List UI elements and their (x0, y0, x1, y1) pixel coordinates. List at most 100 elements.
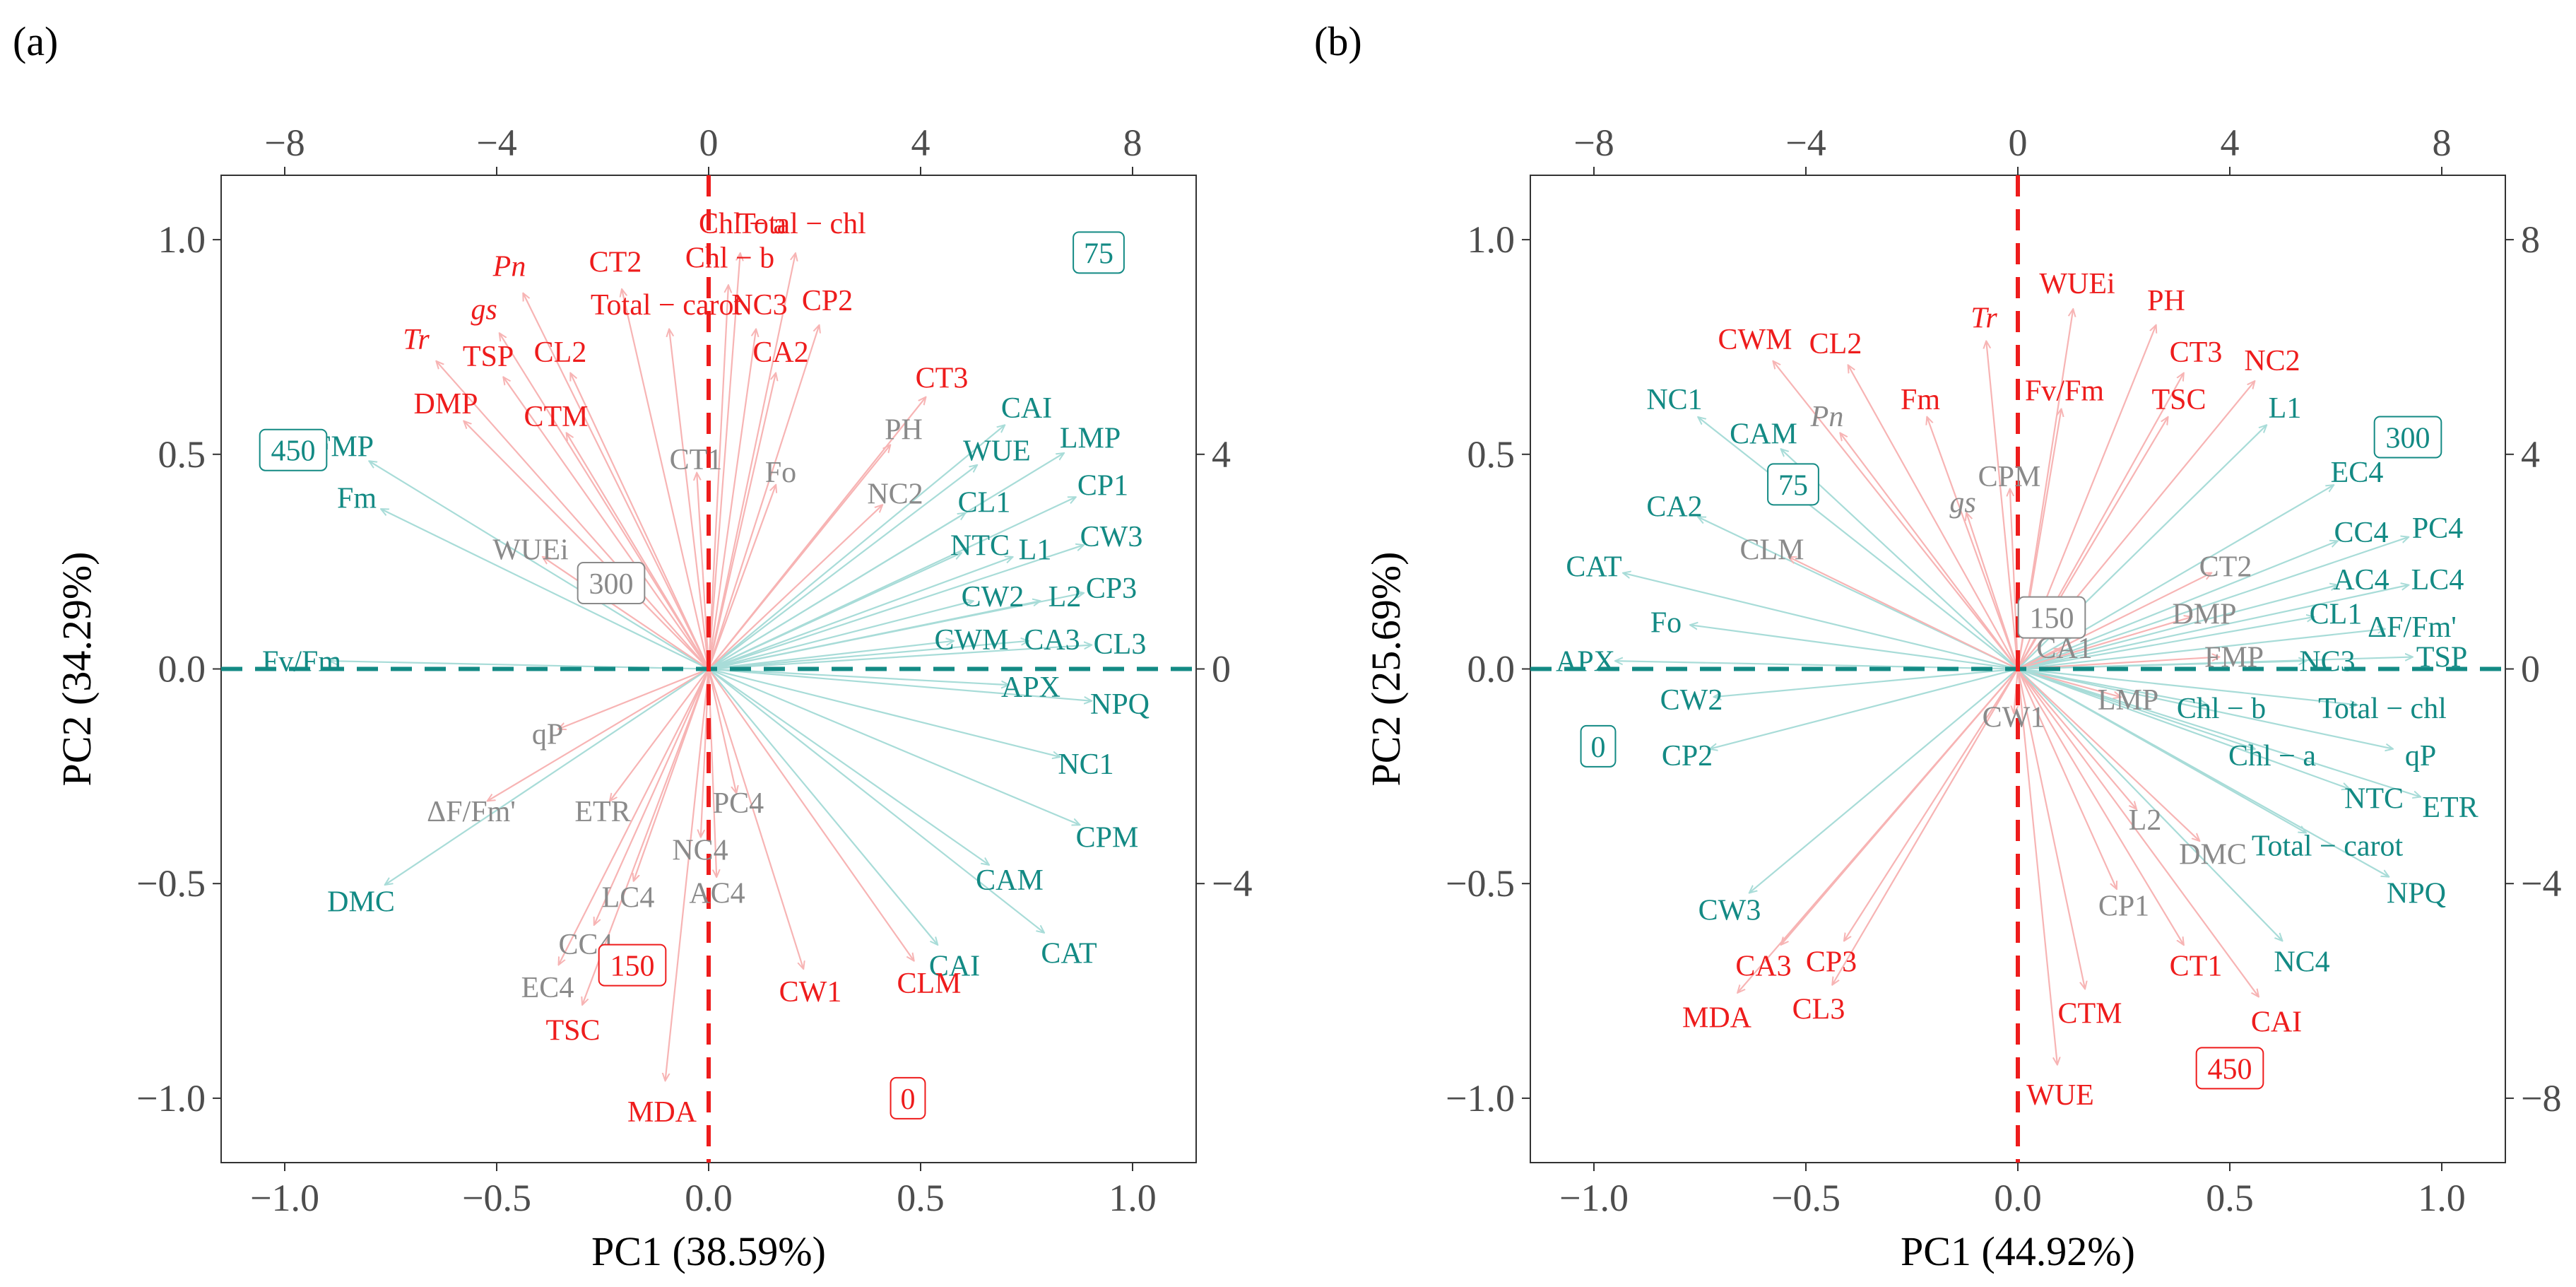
variable-label-clm: CLM (1739, 534, 1804, 566)
loading-arrow-cl1 (708, 513, 965, 670)
loading-arrow-ntc (2017, 668, 2349, 789)
loading-arrow-cai (708, 425, 1005, 670)
variable-label-lc4: LC4 (602, 881, 655, 914)
loading-arrow-cpm (2010, 489, 2019, 669)
variable-label-ct1: CT1 (670, 444, 723, 476)
loading-arrow-fm (382, 510, 709, 670)
variable-label-dmp: DMP (413, 388, 478, 421)
variable-label-ct3: CT3 (916, 362, 969, 394)
loading-arrow-cai (2017, 668, 2258, 997)
loading-arrow-etr (2017, 668, 2420, 797)
loading-arrow-f-fm (2017, 629, 2385, 670)
loading-arrow-gs (500, 334, 709, 670)
variable-label-apx: APX (1001, 671, 1060, 704)
variable-label-nc1: NC1 (1058, 748, 1113, 781)
y-axis-title: PC2 (34.29%) (54, 552, 100, 787)
x-tick-label: −0.5 (462, 1177, 531, 1219)
variable-label-tsp: TSP (463, 341, 514, 373)
loading-arrow-cp3 (1844, 668, 2019, 941)
top-tick-label: 0 (699, 122, 719, 164)
variable-label-fo: Fo (1650, 607, 1682, 640)
variable-label-wuei: WUEi (492, 534, 568, 566)
variable-label-nc2: NC2 (867, 478, 923, 510)
group-label-150: 150 (2030, 603, 2074, 635)
loading-arrow-cl2 (571, 373, 709, 669)
group-box-75 (1767, 463, 1819, 506)
loading-arrow-dmc (385, 668, 709, 885)
y-tick-label: 0.5 (158, 433, 206, 476)
variable-label-chl-b: Chl − b (685, 242, 774, 274)
y-tick-label: 0.0 (158, 648, 206, 690)
variable-label-cw2: CW2 (962, 581, 1024, 613)
variable-label-cl1: CL1 (958, 487, 1011, 519)
loading-arrow-gs (1966, 513, 2019, 669)
variable-label-cai: CAI (2251, 1006, 2302, 1039)
loading-arrow-ctm (2016, 669, 2085, 989)
loading-arrow-f-fm (488, 668, 709, 801)
right-tick-label: −4 (1212, 862, 1252, 905)
variable-label-cp2: CP2 (802, 285, 853, 317)
loading-arrow-cat (1624, 573, 2019, 670)
loading-arrow-fmp (370, 462, 709, 670)
variable-label-pc4: PC4 (713, 787, 764, 820)
loading-arrow-ca2 (707, 373, 776, 669)
loading-arrow-l2 (2017, 668, 2136, 809)
loading-arrows (1616, 310, 2420, 1064)
variable-label-nc1: NC1 (1646, 384, 1702, 416)
variable-label-ac4: AC4 (2333, 564, 2389, 597)
panel-label: (b) (1314, 18, 1362, 64)
variable-label-qp: qP (532, 719, 563, 751)
variable-label-ct1: CT1 (2170, 951, 2223, 983)
variable-label-ph: PH (2147, 285, 2185, 317)
group-box-450 (2195, 1047, 2264, 1090)
variable-label-pc4: PC4 (2412, 512, 2463, 545)
variable-label-etr: ETR (574, 796, 630, 828)
group-box-450 (259, 428, 328, 471)
loading-arrow-chl-b (707, 286, 728, 669)
group-label-150: 150 (610, 951, 655, 983)
variable-label-l1: L1 (2269, 392, 2302, 425)
y-axis-title: PC2 (25.69%) (1363, 552, 1409, 787)
top-tick-label: −4 (1785, 122, 1826, 164)
variable-label-qp: qP (2405, 740, 2436, 772)
top-tick-label: 0 (2009, 122, 2028, 164)
variable-label-l2: L2 (2129, 804, 2162, 837)
variable-label-tsc: TSC (545, 1015, 600, 1047)
loading-arrow-nc1 (708, 668, 1060, 757)
variable-label-fmp: FMP (2204, 641, 2264, 674)
group-box-150 (2017, 596, 2086, 639)
loading-arrow-cai (708, 668, 938, 945)
variable-label-cc4: CC4 (2334, 517, 2388, 549)
loading-arrow-ph (708, 445, 890, 670)
y-tick-label: 1.0 (158, 218, 206, 261)
variable-label-apx: APX (1556, 645, 1615, 678)
variable-label-cpm: CPM (1076, 821, 1139, 854)
loading-arrow-ca1 (2017, 649, 2061, 670)
loading-arrow-dmp (2017, 617, 2192, 670)
variable-label-ct3: CT3 (2170, 336, 2223, 369)
group-box-300 (2373, 416, 2442, 459)
group-box-150 (598, 944, 667, 987)
y-tick-label: 0.0 (1467, 648, 1516, 690)
variable-label-fm: Fm (1901, 384, 1940, 416)
top-tick-label: 4 (2221, 122, 2240, 164)
variable-label-ctm: CTM (524, 401, 588, 433)
variable-label-dmc: DMC (327, 886, 395, 918)
loading-arrow-cam (1781, 449, 2019, 670)
variable-label-cai: CAI (1001, 392, 1052, 425)
loading-arrow-nc1 (1698, 418, 2019, 670)
x-tick-label: 1.0 (1109, 1177, 1157, 1219)
variable-labels: WUEi PH Tr CWM CL2 CT3 NC2 Fv/Fm TSC Fm NC1 L1 Pn CAM… (1556, 268, 2478, 1112)
variable-label-tsc: TSC (2151, 384, 2206, 416)
loading-arrow-pc4 (2017, 537, 2408, 670)
group-label-75: 75 (1778, 469, 1808, 502)
variable-label-tr: Tr (1971, 302, 1997, 334)
right-tick-label: 4 (2521, 433, 2540, 476)
y-tick-label: 0.5 (1467, 433, 1516, 476)
loading-arrow-cp2 (1711, 668, 2019, 749)
top-tick-label: 8 (1123, 122, 1142, 164)
variable-label-cat: CAT (1566, 551, 1621, 584)
variable-label-nc3: NC3 (731, 289, 787, 322)
x-axis-title: PC1 (38.59%) (591, 1228, 826, 1274)
